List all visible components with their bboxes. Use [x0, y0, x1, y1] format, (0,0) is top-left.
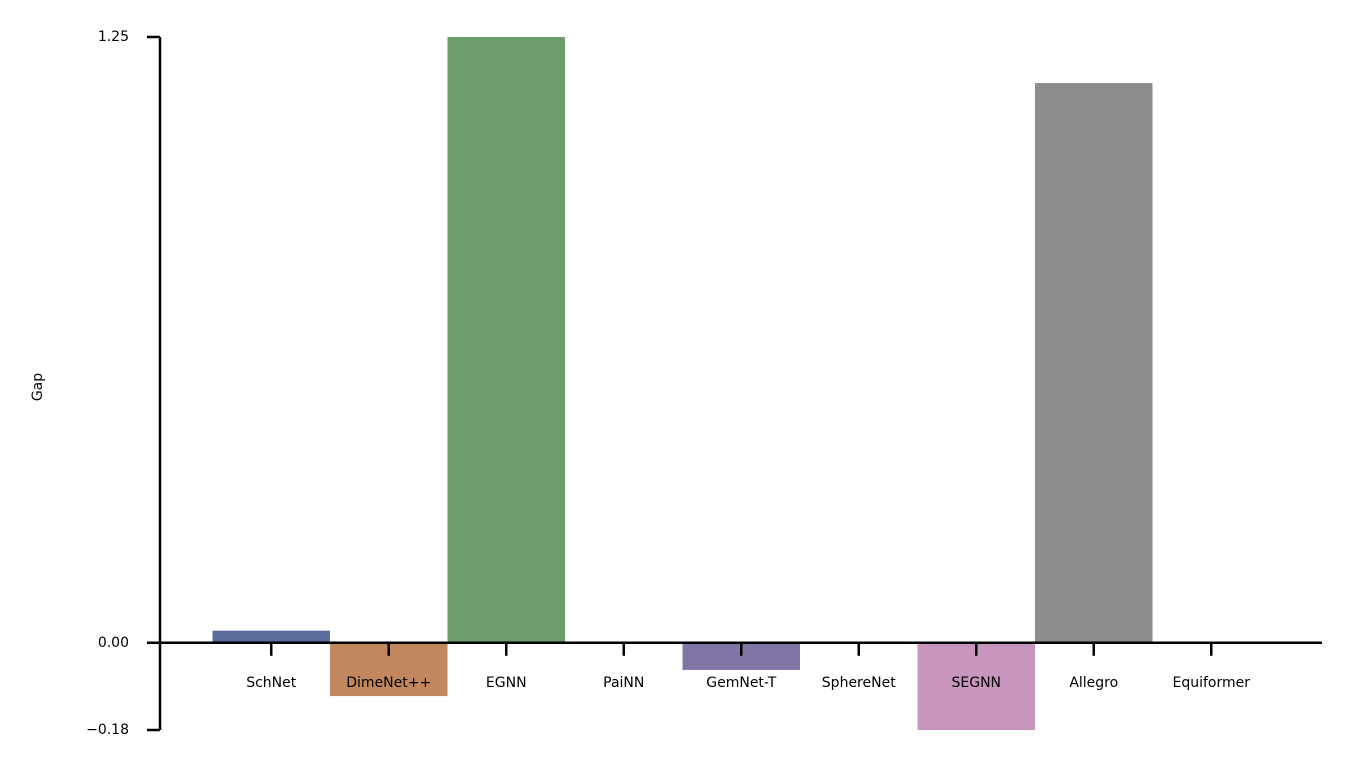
- x-tick-label: GemNet-T: [706, 675, 776, 691]
- y-axis-label: Gap: [30, 373, 46, 401]
- bar: [212, 630, 330, 643]
- y-tick-label: 0.00: [98, 635, 129, 651]
- x-tick-label: SphereNet: [822, 675, 896, 691]
- x-tick-label: PaiNN: [603, 675, 644, 691]
- bar: [447, 37, 565, 643]
- bar: [1035, 83, 1153, 643]
- x-tick-label: SEGNN: [951, 675, 1001, 691]
- x-tick-label: DimeNet++: [346, 675, 431, 691]
- x-tick-label: Allegro: [1069, 675, 1118, 691]
- x-tick-label: SchNet: [246, 675, 297, 691]
- y-tick-label: −0.18: [86, 722, 129, 738]
- y-tick-label: 1.25: [98, 29, 129, 45]
- x-tick-label: Equiformer: [1172, 675, 1250, 691]
- bar: [917, 642, 1035, 730]
- x-tick-label: EGNN: [486, 675, 527, 691]
